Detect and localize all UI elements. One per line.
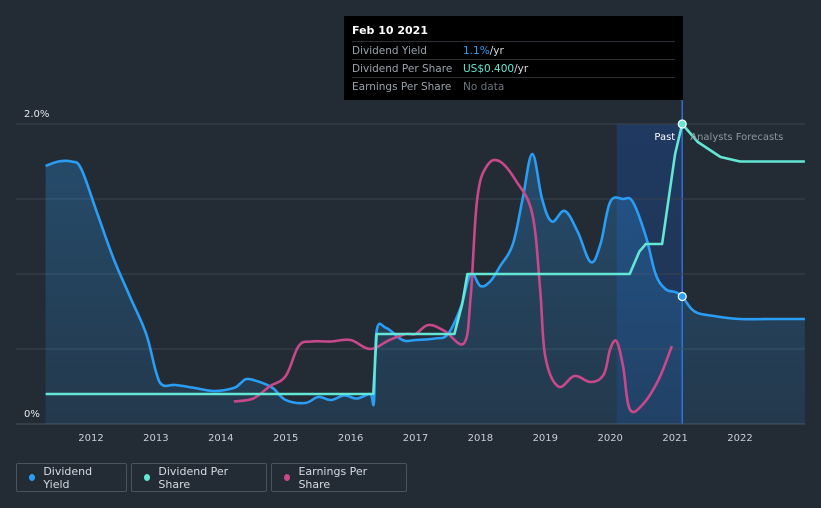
legend-item-earnings-per-share[interactable]: Earnings Per Share bbox=[271, 463, 407, 492]
x-tick-label: 2013 bbox=[143, 433, 168, 444]
x-tick-label: 2022 bbox=[727, 433, 752, 444]
legend-item-dividend-yield[interactable]: Dividend Yield bbox=[16, 463, 127, 492]
tooltip-row-earnings-per-share: Earnings Per Share No data bbox=[352, 77, 675, 95]
x-tick-label: 2021 bbox=[662, 433, 687, 444]
x-tick-label: 2019 bbox=[533, 433, 558, 444]
chart-legend: Dividend Yield Dividend Per Share Earnin… bbox=[16, 463, 407, 492]
legend-dot-icon bbox=[144, 474, 151, 481]
dividend-per-share-marker bbox=[677, 119, 687, 129]
legend-item-dividend-per-share[interactable]: Dividend Per Share bbox=[131, 463, 267, 492]
legend-label: Earnings Per Share bbox=[298, 464, 368, 491]
y-tick-label: 2.0% bbox=[24, 109, 49, 120]
tooltip-unit: /yr bbox=[489, 44, 504, 57]
tooltip-unit: /yr bbox=[514, 62, 529, 75]
x-tick-label: 2015 bbox=[273, 433, 298, 444]
legend-dot-icon bbox=[29, 474, 36, 481]
x-tick-label: 2014 bbox=[208, 433, 233, 444]
tooltip-label: Earnings Per Share bbox=[352, 80, 452, 93]
dividend-per-share-line bbox=[45, 122, 805, 396]
chart-tooltip: Feb 10 2021 Dividend Yield 1.1% /yr Divi… bbox=[344, 16, 683, 100]
x-tick-label: 2016 bbox=[338, 433, 363, 444]
x-tick-label: 2012 bbox=[78, 433, 103, 444]
legend-dot-icon bbox=[284, 474, 291, 481]
dividend-yield-line bbox=[45, 152, 805, 407]
legend-label: Dividend Per Share bbox=[158, 464, 229, 491]
dividend-yield-area bbox=[45, 154, 805, 424]
x-tick-label: 2018 bbox=[468, 433, 493, 444]
tooltip-label: Dividend Per Share bbox=[352, 62, 453, 75]
tooltip-date: Feb 10 2021 bbox=[352, 24, 428, 37]
x-tick-label: 2020 bbox=[597, 433, 622, 444]
past-label: Past bbox=[654, 132, 675, 143]
tooltip-row-dividend-yield: Dividend Yield 1.1% /yr bbox=[352, 41, 675, 59]
tooltip-label: Dividend Yield bbox=[352, 44, 427, 57]
tooltip-value: US$0.400 bbox=[463, 62, 515, 75]
dividend-yield-marker bbox=[677, 291, 687, 302]
legend-label: Dividend Yield bbox=[43, 464, 93, 491]
forecast-label: Analysts Forecasts bbox=[690, 132, 783, 143]
tooltip-value: 1.1% bbox=[463, 44, 490, 57]
tooltip-row-dividend-per-share: Dividend Per Share US$0.400 /yr bbox=[352, 59, 675, 77]
x-tick-label: 2017 bbox=[403, 433, 428, 444]
tooltip-value: No data bbox=[463, 80, 505, 93]
earnings-per-share-line bbox=[233, 158, 674, 414]
y-tick-label: 0% bbox=[24, 409, 40, 420]
